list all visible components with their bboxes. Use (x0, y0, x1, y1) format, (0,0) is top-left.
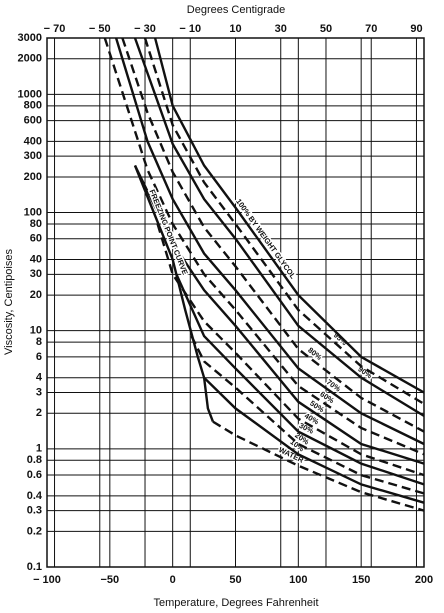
curve (133, 165, 215, 423)
y-tick-label: 2000 (18, 53, 42, 65)
top-axis-title: Degrees Centigrade (187, 4, 285, 16)
curve (133, 164, 425, 465)
x2-tick-label: 90 (410, 23, 422, 35)
y-tick-label: 4 (36, 372, 43, 384)
x-tick-label: 200 (415, 574, 433, 586)
y-tick-label: 3000 (18, 32, 42, 44)
x-tick-label: −50 (100, 574, 119, 586)
y-tick-label: 20 (30, 289, 42, 301)
curve (114, 37, 425, 446)
curve (203, 376, 425, 504)
y-tick-label: 1000 (18, 88, 42, 100)
y-tick-label: 60 (30, 233, 42, 245)
curve (133, 37, 425, 417)
x2-tick-label: − 30 (134, 23, 156, 35)
y-tick-label: 0.3 (27, 505, 42, 517)
y-tick-label: 300 (24, 150, 42, 162)
y-tick-label: 10 (30, 325, 42, 337)
y-tick-label: 2 (36, 407, 42, 419)
x2-tick-label: 70 (365, 23, 377, 35)
curve-label: FREEZING POINT CURVE (148, 188, 190, 276)
y-tick-label: 200 (24, 171, 42, 183)
y-tick-label: 80 (30, 218, 42, 230)
y-tick-label: 3 (36, 386, 42, 398)
x2-tick-label: 50 (320, 23, 332, 35)
y-tick-label: 600 (24, 114, 42, 126)
y-tick-label: 0.4 (27, 490, 43, 502)
x-tick-label: 50 (229, 574, 241, 586)
x-tick-label: 100 (289, 574, 307, 586)
curve (103, 37, 425, 456)
y-tick-label: 0.1 (27, 561, 42, 573)
curve-label: 95% (332, 330, 349, 347)
curve (212, 420, 425, 512)
y-tick-label: 100 (24, 206, 42, 218)
x-axis-label: Temperature, Degrees Fahrenheit (153, 597, 318, 609)
x-tick-label: − 100 (33, 574, 61, 586)
x2-tick-label: 10 (229, 23, 241, 35)
y-tick-label: 0.8 (27, 454, 42, 466)
y-tick-label: 400 (24, 135, 42, 147)
curve-label: 80% (306, 345, 324, 362)
y-tick-label: 800 (24, 100, 42, 112)
y-tick-label: 8 (36, 336, 42, 348)
curve (156, 223, 425, 477)
x2-tick-label: − 70 (44, 23, 66, 35)
x2-tick-label: 30 (275, 23, 287, 35)
y-tick-label: 40 (30, 253, 42, 265)
y-tick-label: 0.6 (27, 469, 42, 481)
curve (153, 37, 425, 394)
y-tick-label: 30 (30, 268, 42, 280)
curve (175, 273, 425, 486)
curve (121, 37, 425, 433)
y-tick-label: 6 (36, 351, 42, 363)
x-tick-label: 0 (170, 574, 176, 586)
x2-tick-label: − 50 (89, 23, 111, 35)
x2-tick-label: − 10 (179, 23, 201, 35)
curve (143, 37, 425, 405)
x-tick-label: 150 (352, 574, 370, 586)
y-tick-label: 1 (36, 443, 42, 455)
y-axis-label: Viscosity, Centipoises (3, 249, 15, 355)
y-tick-label: 0.2 (27, 525, 42, 537)
